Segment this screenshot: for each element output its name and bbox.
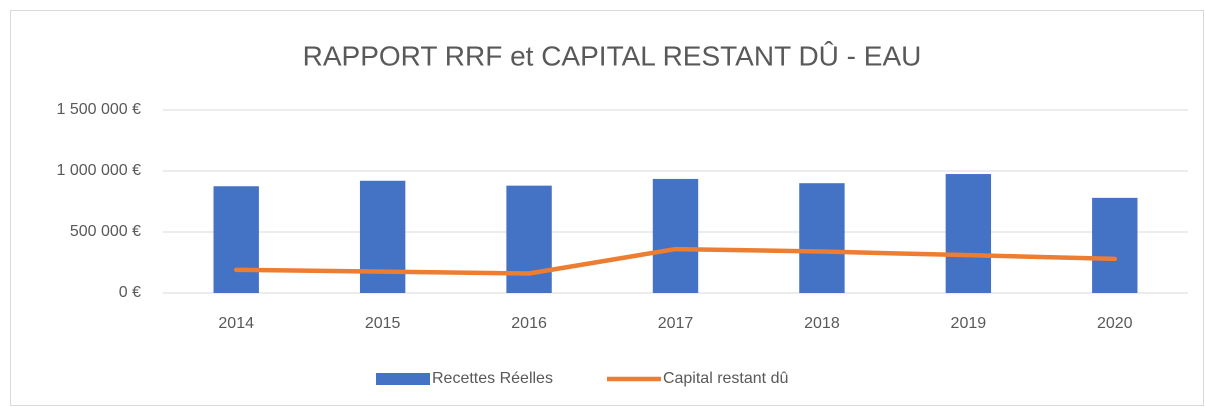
y-tick-label: 0 € xyxy=(119,284,141,301)
chart-border xyxy=(10,10,1204,406)
x-tick-label: 2017 xyxy=(658,315,694,332)
y-tick-label: 1 000 000 € xyxy=(56,162,141,179)
legend-label: Recettes Réelles xyxy=(432,370,553,387)
y-tick-label: 500 000 € xyxy=(70,223,141,240)
chart-title: RAPPORT RRF et CAPITAL RESTANT DÛ - EAU xyxy=(303,40,922,71)
y-tick-label: 1 500 000 € xyxy=(56,101,141,118)
x-tick-label: 2015 xyxy=(365,315,401,332)
bar xyxy=(359,180,406,293)
bar xyxy=(1092,197,1138,293)
bar xyxy=(945,174,992,293)
bar xyxy=(799,183,845,293)
bar xyxy=(506,185,552,293)
x-tick-label: 2016 xyxy=(511,315,547,332)
x-tick-label: 2014 xyxy=(218,315,254,332)
x-tick-label: 2018 xyxy=(804,315,840,332)
line xyxy=(233,246,1118,276)
x-tick-label: 2019 xyxy=(951,315,987,332)
legend-label: Capital restant dû xyxy=(663,370,788,387)
bar xyxy=(652,178,699,293)
legend-swatch xyxy=(376,373,430,385)
x-tick-label: 2020 xyxy=(1097,315,1133,332)
bar xyxy=(213,186,259,293)
